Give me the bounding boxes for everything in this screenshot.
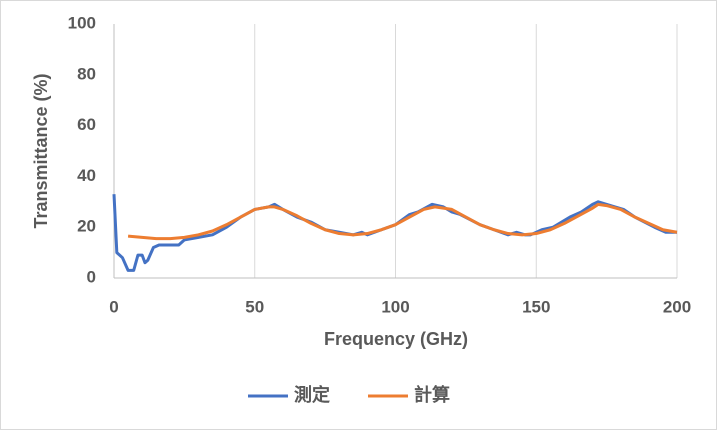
y-tick-label: 0 — [87, 267, 96, 286]
legend-label: 測定 — [294, 384, 330, 405]
x-axis-label: Frequency (GHz) — [324, 329, 468, 349]
x-tick-label: 150 — [522, 297, 550, 316]
y-tick-label: 20 — [77, 217, 96, 236]
y-tick-label: 40 — [77, 166, 96, 185]
y-tick-label: 60 — [77, 115, 96, 134]
x-tick-label: 50 — [245, 297, 264, 316]
x-tick-label: 100 — [381, 297, 409, 316]
y-tick-label: 80 — [77, 64, 96, 83]
legend-label: 計算 — [414, 384, 450, 405]
y-tick-label: 100 — [68, 13, 96, 32]
x-tick-label: 0 — [109, 297, 118, 316]
series-line — [112, 194, 677, 272]
x-tick-label: 200 — [663, 297, 691, 316]
y-axis-label: Transmittance (%) — [31, 73, 51, 228]
series-line — [127, 202, 678, 241]
